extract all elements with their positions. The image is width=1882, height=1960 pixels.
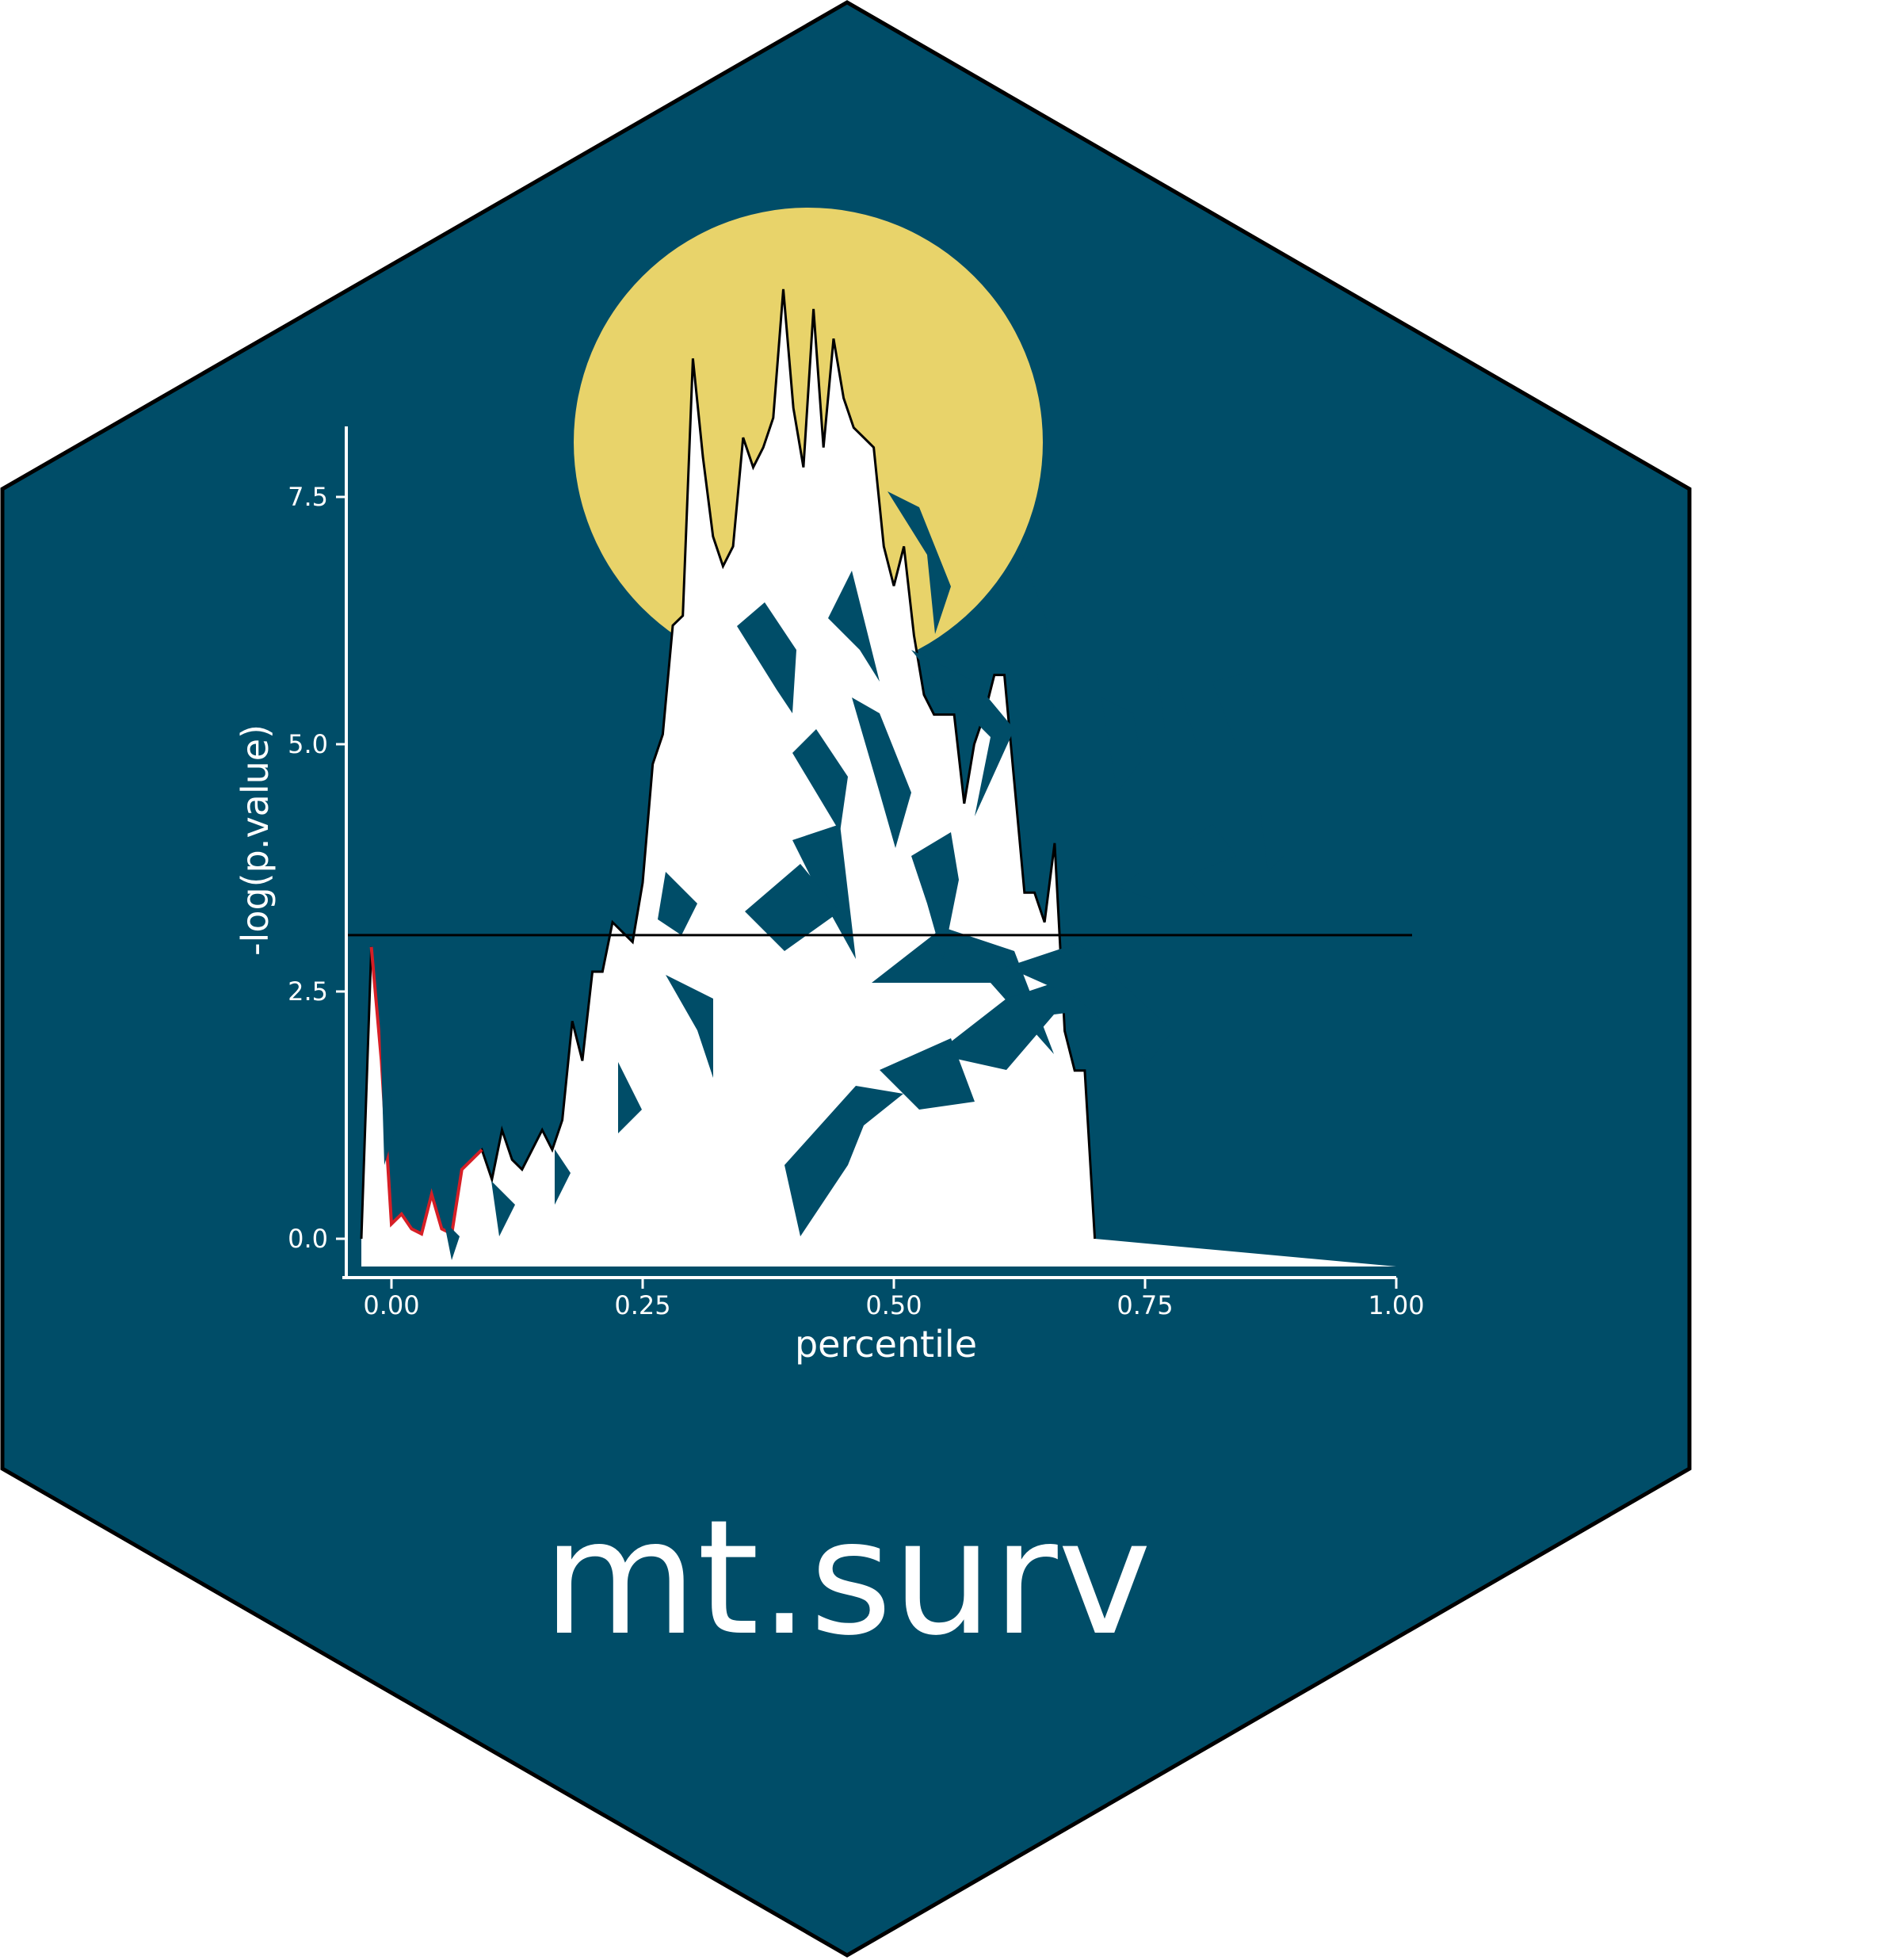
shadow-shard-11 [784,1086,903,1236]
shadow-shard-17 [1101,697,1141,793]
package-name: mt.surv [543,1486,1151,1671]
shadow-shard-5 [911,650,1014,816]
mountain-shadows [380,491,1284,1260]
y-tick-label: 0.0 [288,1224,328,1254]
shadow-shard-21 [666,975,713,1078]
shadow-shard-20 [1260,793,1284,872]
shadow-shard-2 [828,571,880,682]
y-tick-label: 2.5 [288,976,328,1007]
shadow-shard-3 [852,697,911,848]
shadow-shard-22 [658,872,697,935]
shadow-shard-18 [1157,674,1197,745]
y-tick-label: 5.0 [288,729,328,759]
shadow-shard-1 [792,729,848,832]
shadow-shard-24 [555,1149,571,1205]
chart: 0.00 0.25 0.50 0.75 1.00 0.0 2.5 5.0 7.5 percen… [234,288,1425,1366]
shadow-shard-0 [737,602,796,713]
shadow-shard-10 [911,832,959,959]
shadow-shard-23 [618,1062,642,1133]
y-tick-label: 7.5 [288,482,328,512]
shadow-shard-8 [745,864,840,951]
x-axis-title: percentile [795,1323,977,1366]
shadow-shard-7 [792,824,856,959]
shadow-shard-6 [1022,555,1078,713]
x-tick-label: 0.50 [865,1290,922,1320]
x-tick-label: 0.00 [363,1290,419,1320]
shadow-shard-19 [1212,674,1268,745]
x-tick-label: 1.00 [1368,1290,1424,1320]
shadow-shard-4 [888,491,951,634]
shadow-shard-25 [491,1181,515,1236]
y-axis-title: -log(p.value) [234,724,277,956]
x-tick-label: 0.75 [1117,1290,1173,1320]
shadow-shard-27 [380,1030,396,1165]
shadow-shard-13 [935,975,1117,1070]
shadow-shard-16 [1141,880,1204,919]
mountain-outline [360,288,1097,1240]
y-axis-ticks: 0.0 2.5 5.0 7.5 [288,482,346,1254]
shadow-shard-14 [1006,943,1173,1062]
shadow-shard-15 [1117,824,1236,904]
shadow-shard-26 [444,1221,460,1260]
shadow-shard-9 [872,927,1054,1054]
x-tick-label: 0.25 [614,1290,670,1320]
x-axis-ticks: 0.00 0.25 0.50 0.75 1.00 [363,1278,1425,1320]
red-highlight-line [369,946,483,1236]
